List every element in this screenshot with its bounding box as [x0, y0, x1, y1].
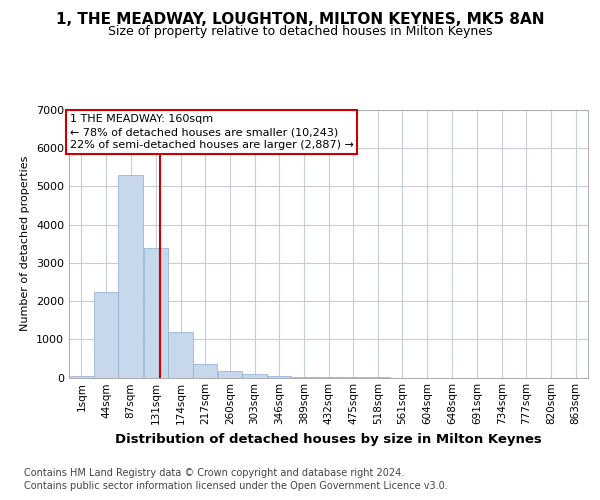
Bar [242, 374, 267, 378]
Bar [218, 371, 242, 378]
Bar [143, 248, 168, 378]
Text: Size of property relative to detached houses in Milton Keynes: Size of property relative to detached ho… [108, 25, 492, 38]
Y-axis label: Number of detached properties: Number of detached properties [20, 156, 31, 332]
Text: 1 THE MEADWAY: 160sqm
← 78% of detached houses are smaller (10,243)
22% of semi-: 1 THE MEADWAY: 160sqm ← 78% of detached … [70, 114, 353, 150]
Bar [69, 376, 94, 378]
Bar [193, 364, 217, 378]
Bar [169, 332, 193, 378]
Bar [94, 292, 118, 378]
Bar [118, 175, 143, 378]
Text: Contains public sector information licensed under the Open Government Licence v3: Contains public sector information licen… [24, 481, 448, 491]
Text: Contains HM Land Registry data © Crown copyright and database right 2024.: Contains HM Land Registry data © Crown c… [24, 468, 404, 477]
Bar [267, 376, 292, 378]
Text: 1, THE MEADWAY, LOUGHTON, MILTON KEYNES, MK5 8AN: 1, THE MEADWAY, LOUGHTON, MILTON KEYNES,… [56, 12, 544, 28]
Text: Distribution of detached houses by size in Milton Keynes: Distribution of detached houses by size … [115, 432, 542, 446]
